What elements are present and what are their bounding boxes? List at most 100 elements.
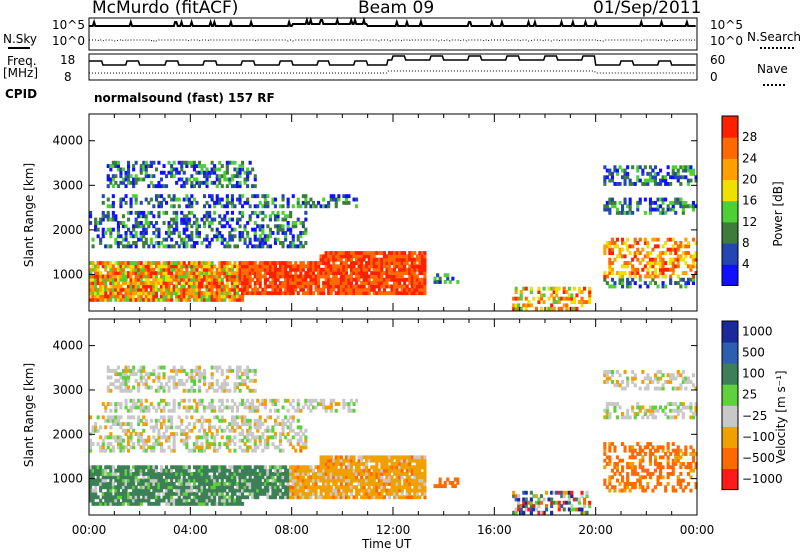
heatmap-cell bbox=[116, 294, 120, 299]
heatmap-cell bbox=[220, 485, 224, 490]
heatmap-cell bbox=[253, 234, 257, 239]
heatmap-cell bbox=[403, 251, 407, 255]
heatmap-cell bbox=[139, 365, 143, 370]
heatmap-cell bbox=[149, 267, 153, 272]
heatmap-cell bbox=[349, 277, 353, 282]
heatmap-cell bbox=[261, 398, 265, 403]
heatmap-cell bbox=[355, 261, 359, 265]
heatmap-cell bbox=[208, 488, 212, 493]
heatmap-cell bbox=[177, 415, 181, 420]
heatmap-cell bbox=[355, 204, 359, 209]
heatmap-cell bbox=[208, 267, 212, 272]
heatmap-cell bbox=[200, 415, 204, 420]
heatmap-cell bbox=[127, 388, 131, 393]
heatmap-cell bbox=[420, 257, 424, 262]
heatmap-cell bbox=[137, 284, 141, 289]
heatmap-cell bbox=[91, 495, 95, 500]
heatmap-cell bbox=[170, 498, 174, 503]
heatmap-cell bbox=[674, 171, 678, 176]
heatmap-cell bbox=[235, 291, 239, 296]
heatmap-cell bbox=[96, 264, 100, 269]
heatmap-cell bbox=[370, 257, 374, 262]
heatmap-cell bbox=[382, 455, 386, 460]
heatmap-cell bbox=[89, 415, 93, 420]
heatmap-cell bbox=[382, 462, 386, 466]
heatmap-cell bbox=[329, 465, 333, 470]
heatmap-cell bbox=[111, 465, 115, 470]
heatmap-cell bbox=[200, 435, 204, 440]
heatmap-cell bbox=[418, 468, 422, 473]
heatmap-cell bbox=[114, 372, 118, 377]
heatmap-cell bbox=[367, 264, 371, 269]
heatmap-cell bbox=[258, 241, 262, 245]
heatmap-cell bbox=[139, 297, 143, 302]
heatmap-cell bbox=[279, 468, 283, 473]
heatmap-cell bbox=[116, 485, 120, 490]
heatmap-cell bbox=[218, 231, 222, 235]
heatmap-cell bbox=[111, 291, 115, 296]
heatmap-cell bbox=[147, 221, 151, 225]
heatmap-cell bbox=[132, 428, 136, 433]
heatmap-cell bbox=[187, 291, 191, 296]
heatmap-cell bbox=[377, 287, 381, 292]
heatmap-cell bbox=[203, 435, 207, 440]
heatmap-cell bbox=[241, 372, 245, 377]
heatmap-cell bbox=[190, 294, 194, 299]
heatmap-cell bbox=[200, 488, 204, 493]
heatmap-cell bbox=[109, 291, 113, 296]
heatmap-cell bbox=[129, 372, 133, 377]
heatmap-cell bbox=[393, 267, 397, 272]
heatmap-cell bbox=[175, 468, 179, 473]
heatmap-cell bbox=[137, 277, 141, 282]
heatmap-cell bbox=[372, 277, 376, 282]
heatmap-cell bbox=[127, 227, 131, 232]
heatmap-cell bbox=[294, 495, 298, 500]
heatmap-cell bbox=[208, 224, 212, 229]
heatmap-cell bbox=[319, 458, 323, 463]
heatmap-cell bbox=[177, 368, 181, 373]
heatmap-cell bbox=[182, 468, 186, 473]
heatmap-cell bbox=[89, 277, 93, 282]
heatmap-cell bbox=[534, 306, 538, 311]
heatmap-cell bbox=[393, 491, 397, 496]
heatmap-cell bbox=[258, 224, 262, 229]
heatmap-cell bbox=[608, 210, 612, 215]
heatmap-cell bbox=[154, 375, 158, 380]
heatmap-cell bbox=[610, 204, 614, 209]
heatmap-cell bbox=[352, 495, 356, 500]
heatmap-cell bbox=[197, 482, 201, 486]
heatmap-cell bbox=[367, 472, 371, 476]
heatmap-cell bbox=[109, 231, 113, 235]
heatmap-cell bbox=[395, 478, 399, 483]
heatmap-cell bbox=[195, 170, 199, 175]
heatmap-cell bbox=[225, 194, 229, 199]
heatmap-cell bbox=[116, 415, 120, 420]
heatmap-cell bbox=[210, 277, 214, 282]
heatmap-cell bbox=[268, 495, 272, 500]
heatmap-cell bbox=[387, 284, 391, 289]
heatmap-cell bbox=[119, 297, 123, 302]
heatmap-cell bbox=[243, 402, 247, 406]
heatmap-cell bbox=[190, 498, 194, 503]
heatmap-cell bbox=[116, 422, 120, 426]
heatmap-cell bbox=[311, 267, 315, 272]
heatmap-cell bbox=[109, 271, 113, 275]
heatmap-cell bbox=[144, 284, 148, 289]
heatmap-cell bbox=[529, 303, 533, 308]
heatmap-cell bbox=[177, 177, 181, 182]
heatmap-cell bbox=[233, 415, 237, 420]
heatmap-cell bbox=[152, 368, 156, 373]
heatmap-cell bbox=[572, 306, 576, 311]
heatmap-cell bbox=[253, 291, 257, 296]
heatmap-cell bbox=[626, 244, 630, 249]
heatmap-cell bbox=[301, 442, 305, 446]
heatmap-cell bbox=[230, 294, 234, 299]
heatmap-cell bbox=[360, 458, 364, 463]
heatmap-cell bbox=[268, 231, 272, 235]
heatmap-cell bbox=[309, 271, 313, 275]
heatmap-cell bbox=[147, 468, 151, 473]
heatmap-cell bbox=[154, 281, 158, 285]
heatmap-cell bbox=[246, 482, 250, 486]
heatmap-cell bbox=[159, 422, 163, 426]
heatmap-cell bbox=[175, 432, 179, 436]
